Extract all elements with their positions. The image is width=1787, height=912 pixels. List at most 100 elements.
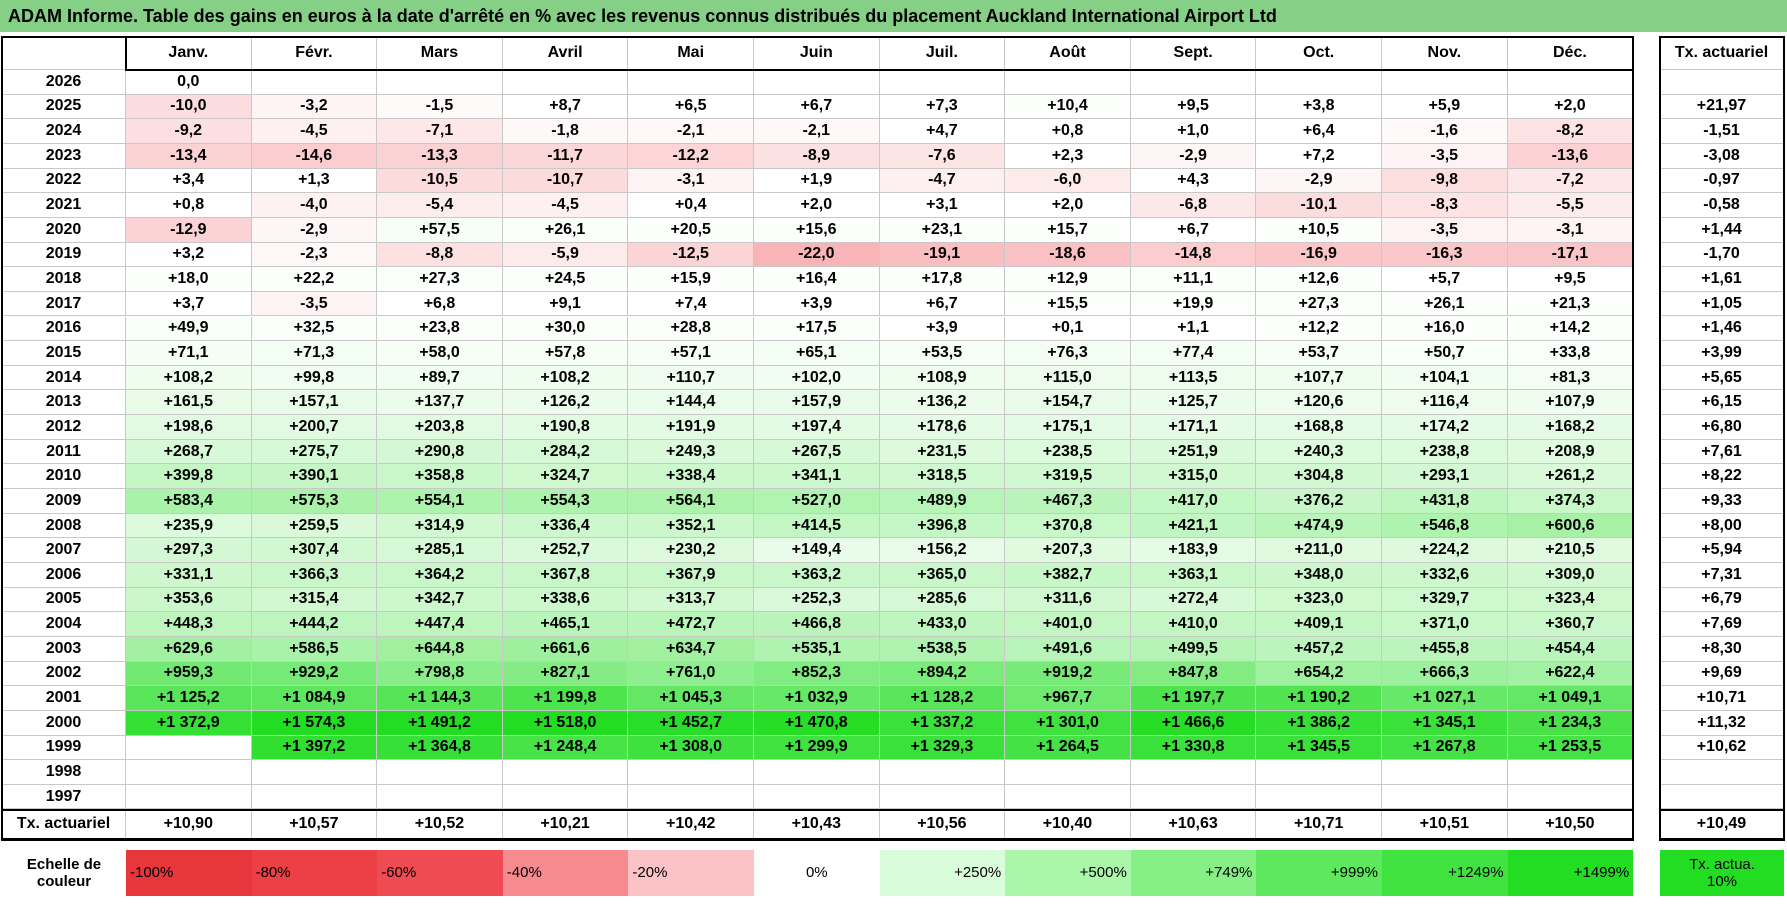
gain-cell: +538,5 — [879, 636, 1006, 662]
gain-cell: +249,3 — [628, 439, 754, 465]
gain-cell: +149,4 — [754, 538, 880, 563]
gain-cell: +77,4 — [1130, 341, 1257, 366]
year-label: 1998 — [2, 760, 126, 785]
gain-cell — [879, 760, 1006, 785]
gain-cell: +197,4 — [754, 415, 880, 440]
gain-cell: +329,7 — [1382, 587, 1508, 613]
gain-cell: +3,9 — [754, 291, 880, 317]
gain-cell: -4,0 — [251, 193, 378, 218]
gain-cell — [1382, 70, 1508, 95]
gain-cell: +371,0 — [1382, 612, 1508, 637]
gain-cell: +81,3 — [1507, 365, 1634, 391]
year-label: 2016 — [2, 316, 126, 342]
gain-cell: +370,8 — [1005, 513, 1131, 539]
gain-cell: +12,2 — [1256, 316, 1382, 342]
gain-cell: -3,5 — [1382, 143, 1508, 169]
gain-cell: +304,8 — [1256, 464, 1382, 490]
gain-cell: +285,6 — [879, 587, 1006, 613]
gain-cell: +104,1 — [1382, 365, 1508, 391]
title-bar: ADAM Informe. Table des gains en euros à… — [0, 0, 1787, 32]
gain-cell: +4,7 — [879, 119, 1006, 144]
gain-cell: +366,3 — [251, 563, 378, 588]
gain-cell: +26,1 — [502, 217, 629, 243]
year-label: 2007 — [2, 538, 126, 563]
gain-cell: +336,4 — [502, 513, 629, 539]
gain-cell: +252,7 — [502, 538, 629, 563]
gain-cell: -4,5 — [502, 193, 629, 218]
gain-cell: +0,8 — [126, 193, 252, 218]
gain-cell: +71,3 — [251, 341, 378, 366]
gain-cell: -3,2 — [251, 94, 378, 120]
gain-cell: +23,8 — [377, 316, 503, 342]
gain-cell: +10,5 — [1256, 217, 1382, 243]
rate-footer-border — [1659, 808, 1785, 841]
gain-cell: -1,6 — [1382, 119, 1508, 144]
gain-cell: +374,3 — [1507, 489, 1634, 514]
gain-cell: +6,7 — [879, 291, 1006, 317]
gain-cell: +200,7 — [251, 415, 378, 440]
gain-cell: +1 032,9 — [754, 686, 880, 711]
gain-cell: +6,4 — [1256, 119, 1382, 144]
gain-cell: +198,6 — [126, 415, 252, 440]
gain-cell: +465,1 — [502, 612, 629, 637]
legend-swatch: -100% — [126, 849, 252, 896]
gain-cell: +1,3 — [251, 168, 378, 194]
gain-cell: +1 452,7 — [628, 710, 754, 736]
gain-cell: +231,5 — [879, 439, 1006, 465]
gain-cell: +15,5 — [1005, 291, 1131, 317]
legend-swatch: -20% — [628, 849, 754, 896]
year-label: 2026 — [2, 70, 126, 95]
gain-cell: -2,9 — [251, 217, 378, 243]
gain-cell: +115,0 — [1005, 365, 1131, 391]
gain-cell: +798,8 — [377, 661, 503, 687]
gain-cell: +1 330,8 — [1130, 735, 1257, 761]
gain-cell: +1 045,3 — [628, 686, 754, 711]
year-label: 2024 — [2, 119, 126, 144]
gain-cell: +6,7 — [754, 94, 880, 120]
gain-cell: +0,8 — [1005, 119, 1131, 144]
gain-cell — [1005, 70, 1131, 95]
gain-cell: +365,0 — [879, 563, 1006, 588]
gain-cell: +210,5 — [1507, 538, 1634, 563]
gain-cell: +207,3 — [1005, 538, 1131, 563]
gain-cell: +15,9 — [628, 267, 754, 292]
gain-cell: +230,2 — [628, 538, 754, 563]
gain-cell: +6,8 — [377, 291, 503, 317]
gain-cell: +472,7 — [628, 612, 754, 637]
gain-cell: +315,4 — [251, 587, 378, 613]
gain-cell: +1 301,0 — [1005, 710, 1131, 736]
gain-cell — [502, 784, 629, 810]
gain-cell: +629,6 — [126, 636, 252, 662]
gain-cell: -17,1 — [1507, 242, 1634, 268]
gain-cell: +1 264,5 — [1005, 735, 1131, 761]
gain-cell: +654,2 — [1256, 661, 1382, 687]
gain-cell: +125,7 — [1130, 390, 1257, 416]
legend-swatch: -60% — [377, 849, 503, 896]
gain-cell: -11,7 — [502, 143, 629, 169]
rate-border — [1659, 36, 1785, 840]
gain-cell: +499,5 — [1130, 636, 1257, 662]
gain-cell: +3,2 — [126, 242, 252, 268]
gain-cell: +319,5 — [1005, 464, 1131, 490]
gain-cell: +3,8 — [1256, 94, 1382, 120]
gain-cell: +417,0 — [1130, 489, 1257, 514]
gain-cell: +7,2 — [1256, 143, 1382, 169]
gain-cell: +240,3 — [1256, 439, 1382, 465]
gain-cell: +5,9 — [1382, 94, 1508, 120]
gain-cell: -3,5 — [1382, 217, 1508, 243]
gain-cell: +433,0 — [879, 612, 1006, 637]
gain-cell: +137,7 — [377, 390, 503, 416]
gain-cell: +376,2 — [1256, 489, 1382, 514]
gain-cell: +311,6 — [1005, 587, 1131, 613]
gain-cell: +1 518,0 — [502, 710, 629, 736]
gain-cell — [1005, 784, 1131, 810]
gain-cell: -2,9 — [1256, 168, 1382, 194]
gain-cell: +421,1 — [1130, 513, 1257, 539]
gain-cell — [502, 760, 629, 785]
gain-cell: -2,9 — [1130, 143, 1257, 169]
gain-cell: +634,7 — [628, 636, 754, 662]
year-label: 2022 — [2, 168, 126, 194]
gain-cell — [1130, 70, 1257, 95]
gain-cell: +666,3 — [1382, 661, 1508, 687]
gain-cell: +535,1 — [754, 636, 880, 662]
